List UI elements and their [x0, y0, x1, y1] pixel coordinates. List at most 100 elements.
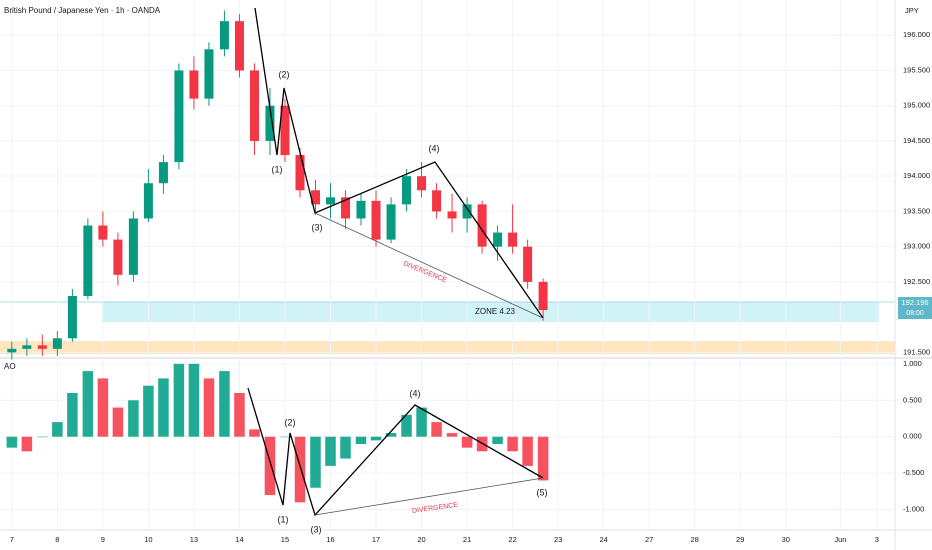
x-tick-label: 14	[235, 535, 243, 544]
x-tick-label: 29	[736, 535, 744, 544]
x-tick-label: 13	[190, 535, 198, 544]
candle-body	[477, 204, 487, 247]
y-tick-label: 1.000	[903, 359, 922, 368]
x-tick-label: 17	[372, 535, 380, 544]
x-tick-label: 9	[101, 535, 105, 544]
ao-bar	[128, 400, 139, 437]
candle-body	[83, 225, 93, 296]
ao-bar	[143, 385, 154, 437]
ao-bar	[310, 436, 321, 488]
ao-bar	[249, 429, 260, 437]
y-tick-label: 193.500	[903, 206, 930, 215]
candle-body	[523, 246, 533, 282]
y-tick-label: 194.500	[903, 136, 930, 145]
ao-bar	[203, 378, 215, 437]
last-time: 08:00	[906, 310, 924, 317]
ao-bar	[431, 422, 442, 437]
y-tick-label: 195.500	[903, 65, 930, 74]
ao-bar	[67, 392, 78, 437]
candle-body	[280, 105, 290, 156]
candle-body	[249, 70, 259, 141]
ao-bar	[6, 436, 18, 448]
divergence-line	[314, 212, 544, 319]
ao-bar	[219, 371, 230, 437]
candle-body	[386, 204, 396, 240]
ao-wave-label: (2)	[285, 417, 296, 427]
x-tick-label: Jun	[834, 535, 846, 544]
price-tag	[898, 297, 932, 319]
chart-title: British Pound / Japanese Yen · 1h · OAND…	[4, 6, 161, 15]
candle-body	[113, 239, 123, 275]
candle-body	[432, 190, 442, 212]
candle-body	[447, 211, 457, 219]
x-tick-label: 3	[875, 535, 879, 544]
ao-bar	[385, 433, 397, 437]
ao-bar	[97, 378, 109, 437]
y-tick-label: 191.500	[903, 347, 930, 356]
support-zone	[102, 302, 879, 322]
ao-bar	[537, 436, 549, 481]
zone-label: ZONE 4.23	[475, 307, 516, 316]
x-tick-label: 24	[599, 535, 607, 544]
ao-bar	[37, 436, 48, 438]
candle-body	[22, 345, 32, 349]
currency: JPY	[905, 6, 919, 15]
ao-bar	[294, 436, 306, 503]
x-tick-label: 10	[144, 535, 152, 544]
ao-wave-label: (1)	[278, 514, 289, 524]
ao-bar	[188, 363, 200, 437]
candle-body	[493, 232, 503, 247]
indicator-title: AO	[4, 362, 16, 371]
ao-bar	[264, 436, 276, 496]
ao-wave-line	[247, 387, 544, 517]
x-tick-label: 27	[645, 535, 653, 544]
y-tick-label: 0.500	[903, 395, 922, 404]
ao-divergence-line	[314, 477, 544, 516]
candle-body	[462, 204, 472, 219]
ao-bar	[52, 422, 63, 437]
candle-body	[295, 155, 305, 191]
candle-body	[7, 348, 17, 353]
ao-wave-label: (4)	[410, 388, 421, 398]
candle-body	[128, 218, 138, 275]
ao-bar	[325, 436, 336, 466]
ao-bar	[461, 436, 473, 448]
y-tick-label: 195.000	[903, 101, 930, 110]
candle-body	[341, 197, 351, 219]
candle-body	[371, 200, 381, 240]
candle-body	[508, 232, 518, 247]
ao-bar	[446, 433, 458, 437]
candle-body	[265, 105, 275, 141]
x-tick-label: 23	[554, 535, 562, 544]
wave-line	[254, 7, 544, 319]
candle-body	[143, 183, 153, 219]
y-tick-label: -1.000	[903, 505, 924, 514]
candle-body	[189, 70, 199, 99]
candle-body	[98, 225, 108, 240]
ao-bar	[401, 414, 412, 437]
ao-bar	[21, 436, 33, 452]
ao-wave-label: (5)	[537, 487, 548, 497]
candle-body	[417, 176, 427, 191]
wave-label: (2)	[279, 69, 290, 79]
ao-bar	[158, 378, 169, 437]
ao-bar	[522, 436, 533, 466]
y-tick-label: 193.000	[903, 242, 930, 251]
ao-bar	[279, 436, 291, 438]
ao-bar	[492, 436, 503, 444]
wave-label: (1)	[272, 164, 283, 174]
x-tick-label: 7	[10, 535, 14, 544]
ao-bar	[234, 392, 245, 437]
last-price: 192.196	[901, 298, 928, 307]
candle-body	[325, 197, 336, 205]
ao-bar	[507, 436, 518, 452]
candle-body	[158, 162, 168, 184]
candle-body	[52, 338, 62, 349]
ao-bar	[82, 371, 94, 437]
y-tick-label: 192.500	[903, 277, 930, 286]
ao-bar	[370, 436, 382, 441]
candle-body	[402, 176, 412, 205]
ao-bar	[340, 436, 351, 459]
